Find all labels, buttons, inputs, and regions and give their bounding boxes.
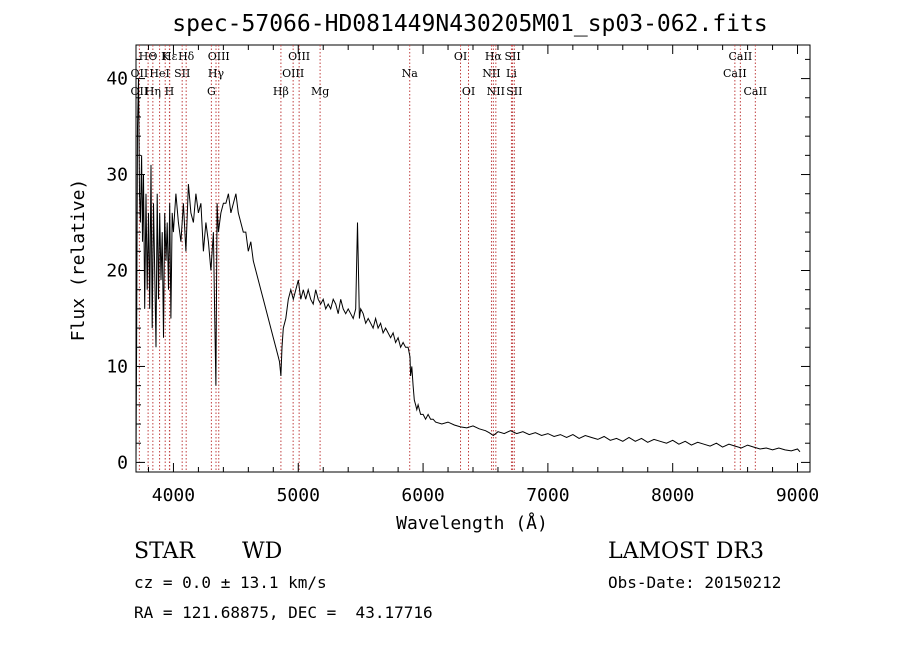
x-tick-label: 8000 xyxy=(651,485,694,506)
y-tick-label: 20 xyxy=(106,260,128,281)
marker-label: SII xyxy=(174,67,190,80)
marker-label: Na xyxy=(402,67,419,80)
object-class: STAR xyxy=(134,539,195,564)
object-subclass: WD xyxy=(242,539,283,564)
spectrum-line xyxy=(135,78,801,463)
marker-label: Hε xyxy=(162,50,178,63)
marker-label: OI xyxy=(462,85,475,98)
axis-ticks: 4000 5000 6000 7000 8000 9000 0 10 20 30 40 xyxy=(106,45,819,506)
marker-label: SII xyxy=(506,85,522,98)
x-tick-label: 5000 xyxy=(277,485,320,506)
redshift-info: cz = 0.0 ± 13.1 km/s xyxy=(134,573,327,592)
spectral-line-labels: HΘ OII OII KHε HeI Hη H Hδ SII OIII Hγ G OIII OIII Hβ M… xyxy=(131,50,768,98)
y-tick-label: 30 xyxy=(106,165,128,186)
marker-label: Hα xyxy=(485,50,503,63)
x-tick-label: 9000 xyxy=(776,485,819,506)
y-axis-label: Flux (relative) xyxy=(68,179,89,342)
x-tick-label: 4000 xyxy=(152,485,195,506)
marker-label: Hη xyxy=(145,85,161,98)
observation-date: Obs-Date: 20150212 xyxy=(608,573,782,592)
marker-label: SII xyxy=(504,50,520,63)
marker-label: OI xyxy=(454,50,467,63)
marker-label: OIII xyxy=(208,50,230,63)
spectral-line-markers xyxy=(138,45,756,472)
marker-label: CaII xyxy=(723,67,747,80)
marker-label: Hβ xyxy=(273,85,289,98)
marker-label: HeI xyxy=(149,67,169,80)
marker-label: OIII xyxy=(288,50,310,63)
coordinates: RA = 121.68875, DEC = 43.17716 xyxy=(134,603,433,622)
marker-label: OII xyxy=(131,85,149,98)
marker-label: H xyxy=(165,85,175,98)
y-tick-label: 40 xyxy=(106,69,128,90)
survey-name: LAMOST DR3 xyxy=(608,539,764,564)
marker-label: G xyxy=(207,85,216,98)
marker-label: Mg xyxy=(311,85,329,98)
plot-frame xyxy=(135,44,811,473)
marker-label: Hγ xyxy=(208,67,225,80)
marker-label: K xyxy=(161,50,170,63)
marker-label: NII xyxy=(482,67,500,80)
marker-label: OII xyxy=(131,67,149,80)
marker-label: HΘ xyxy=(139,50,158,63)
marker-label: CaII xyxy=(729,50,753,63)
marker-label: CaII xyxy=(743,85,767,98)
chart-title: spec-57066-HD081449N430205M01_sp03-062.f… xyxy=(172,11,767,37)
y-tick-label: 10 xyxy=(106,356,128,377)
x-tick-label: 6000 xyxy=(401,485,444,506)
x-axis-label: Wavelength (Å) xyxy=(396,512,548,534)
y-tick-label: 0 xyxy=(117,452,128,473)
marker-label: Li xyxy=(506,67,517,80)
marker-label: OIII xyxy=(282,67,304,80)
x-tick-label: 7000 xyxy=(526,485,569,506)
marker-label: NII xyxy=(487,85,505,98)
marker-label: Hδ xyxy=(178,50,195,63)
